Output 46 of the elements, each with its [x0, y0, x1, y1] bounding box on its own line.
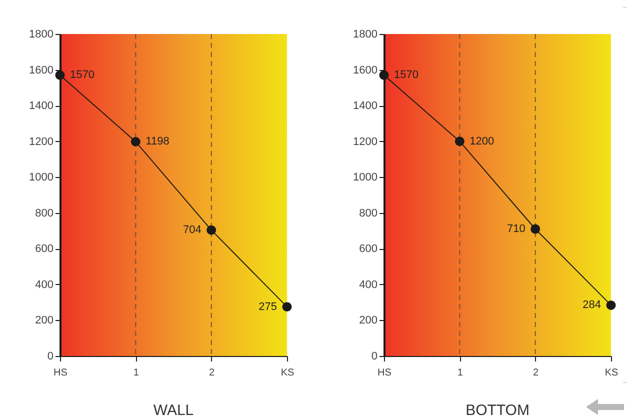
- data-label: 1570: [70, 69, 94, 82]
- y-tick-label: 400: [35, 278, 54, 291]
- data-label: 710: [506, 222, 526, 235]
- point: [282, 302, 292, 312]
- y-tick-label: 1800: [29, 28, 54, 40]
- x-tick-label: HS: [378, 368, 392, 378]
- y-tick-label: 800: [35, 207, 54, 220]
- data-label: 1198: [146, 136, 170, 148]
- x-tick-label: 2: [533, 368, 540, 378]
- y-tick-label: 1000: [29, 172, 54, 184]
- data-label: 1200: [470, 135, 494, 148]
- point: [606, 300, 616, 310]
- y-tick-label: 1800: [353, 28, 378, 40]
- y-tick-label: 1400: [29, 100, 54, 112]
- x-tick-label: 2: [209, 368, 216, 378]
- y-tick-label: 0: [371, 350, 378, 362]
- y-tick-label: 1200: [353, 136, 378, 148]
- y-tick-label: 200: [35, 314, 54, 327]
- x-tick-label: 1: [133, 368, 140, 378]
- y-tick-label: 1000: [353, 172, 378, 184]
- point: [206, 225, 216, 235]
- data-label: 1570: [394, 69, 418, 82]
- data-label: 275: [258, 300, 277, 313]
- x-tick-label: HS: [54, 368, 68, 378]
- y-tick-label: 800: [359, 207, 378, 220]
- text: BOTTOM: [466, 402, 530, 419]
- data-label: 284: [582, 299, 601, 312]
- point: [55, 70, 65, 80]
- y-tick-label: 1600: [353, 64, 378, 76]
- y-tick-label: 400: [359, 278, 378, 291]
- y-tick-label: 1200: [29, 136, 54, 148]
- point: [454, 136, 464, 146]
- y-tick-label: 200: [359, 314, 378, 327]
- y-tick-label: 1600: [29, 64, 54, 76]
- y-tick-label: 1400: [353, 100, 378, 112]
- y-tick-label: 600: [35, 243, 54, 256]
- y-tick-label: 0: [47, 350, 54, 362]
- text: WALL: [153, 402, 194, 419]
- point: [530, 224, 540, 234]
- x-tick-label: KS: [604, 368, 618, 378]
- data-label: 704: [182, 224, 202, 236]
- x-tick-label: KS: [280, 368, 294, 378]
- point: [130, 136, 140, 146]
- point: [379, 70, 389, 80]
- y-tick-label: 600: [359, 243, 378, 256]
- x-tick-label: 1: [457, 368, 464, 378]
